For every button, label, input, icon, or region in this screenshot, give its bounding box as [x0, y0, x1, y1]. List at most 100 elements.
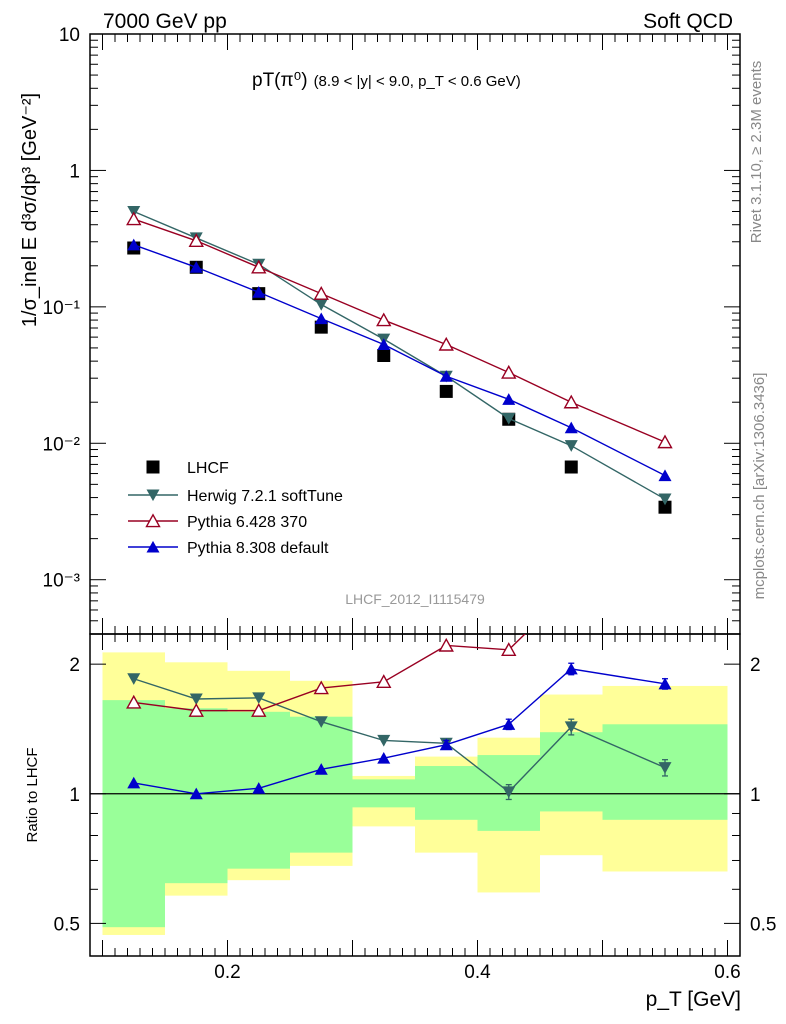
pythia8-ratio-point [377, 751, 391, 764]
main-series-layer [126, 205, 673, 514]
legend-marker-herwig [146, 489, 160, 502]
pythia8-point [564, 421, 578, 434]
pythia6-point [126, 211, 142, 226]
legend-label-lhcf: LHCF [187, 460, 229, 477]
ratio-uncertainty-bands [90, 652, 740, 935]
pythia8-ratio-point [564, 662, 578, 675]
lhcf-point [658, 500, 672, 514]
ratio-y-tick-label: 2 [69, 655, 80, 676]
ratio-y-tick-label-right: 0.5 [750, 914, 776, 935]
pythia8-point [502, 393, 516, 405]
ratio-y-axis: 0.5 0.5 1 1 2 2 [54, 655, 777, 935]
herwig-point [314, 299, 328, 311]
green-band-bin [102, 700, 165, 928]
pythia6-ratio-point [313, 680, 329, 695]
pythia8-point [439, 370, 453, 382]
pythia8-point [377, 338, 391, 350]
pythia6-ratio-point [126, 694, 142, 709]
plot-title-sub: (8.9 < |y| < 9.0, p_T < 0.6 GeV) [314, 73, 521, 90]
x-axis: 0.2 0.4 0.6 [102, 34, 741, 983]
pythia6-ratio-point [565, 583, 578, 595]
herwig-ratio-point [127, 673, 141, 685]
pythia6-ratio-point [438, 637, 454, 652]
pythia6-point [313, 286, 329, 300]
pythia6-point [501, 364, 517, 379]
legend-marker-pythia6 [145, 513, 161, 528]
pythia6-point [251, 259, 267, 274]
pythia8-line [133, 244, 666, 477]
ratio-y-tick-label-right: 2 [750, 655, 761, 676]
y-tick-label: 10⁻³ [43, 571, 81, 592]
herwig-ratio-point [564, 721, 578, 734]
pythia6-point [438, 336, 454, 351]
main-y-axis-label: 1/σ_inel E d³σ/dp³ [GeV⁻²] [19, 93, 41, 327]
herwig-ratio-point [502, 786, 516, 799]
green-band-bin [290, 716, 353, 853]
herwig-ratio-point [377, 734, 391, 747]
x-tick-label: 0.2 [214, 962, 240, 983]
pythia6-ratio-point [251, 703, 267, 717]
legend-label-pythia8: Pythia 8.308 default [187, 540, 329, 557]
y-tick-label: 1 [69, 161, 80, 182]
lhcf-point [564, 460, 578, 474]
herwig-ratio-point [658, 762, 672, 774]
plot-title: pT(π⁰) (8.9 < |y| < 9.0, p_T < 0.6 GeV) [252, 70, 521, 91]
pythia6-point [657, 434, 673, 449]
herwig-line [133, 210, 666, 500]
plot-title-main: pT(π⁰) [252, 70, 308, 91]
x-axis-label: p_T [GeV] [646, 988, 741, 1011]
header-energy-label: 7000 GeV pp [103, 10, 227, 33]
legend-marker-pythia8 [146, 540, 160, 553]
pythia8-ratio-point [252, 782, 266, 794]
ratio-y-tick-label: 0.5 [54, 914, 80, 935]
pythia8-ratio-point [658, 677, 672, 690]
pythia8-ratio-point [189, 787, 203, 800]
herwig-ratio-point [189, 693, 203, 706]
herwig-point [564, 440, 578, 452]
pythia8-ratio-point [439, 738, 453, 751]
pythia6-ratio-point [188, 703, 204, 717]
pythia6-line [133, 218, 666, 443]
lhcf-point [439, 384, 453, 398]
pythia6-ratio-point [659, 582, 672, 594]
ratio-y-axis-label: Ratio to LHCF [24, 747, 41, 842]
herwig-point [658, 493, 672, 506]
ratio-y-tick-label-right: 1 [750, 785, 761, 806]
pythia8-point [127, 238, 141, 251]
pythia8-point [314, 312, 328, 325]
pythia8-ratio-point [502, 718, 516, 730]
pythia8-point [252, 286, 266, 298]
legend-label-herwig: Herwig 7.2.1 softTune [187, 488, 343, 505]
legend-label-pythia6: Pythia 6.428 370 [187, 514, 307, 531]
green-band-bin [540, 732, 603, 812]
green-band-bin [415, 766, 478, 820]
header-category-label: Soft QCD [643, 10, 733, 33]
herwig-ratio-point [252, 692, 266, 705]
rivet-version-label: Rivet 3.1.10, ≥ 2.3M events [748, 61, 765, 244]
analysis-watermark: LHCF_2012_I1115479 [345, 591, 485, 607]
ratio-series-layer [126, 582, 672, 801]
pythia6-point [563, 394, 579, 409]
herwig-ratio-point [314, 716, 328, 728]
pythia8-ratio-point [314, 763, 328, 775]
y-tick-label: 10⁻² [43, 434, 81, 455]
main-y-axis: 10 1 10⁻¹ 10⁻² 10⁻³ [43, 25, 740, 635]
pythia8-point [658, 469, 672, 482]
pythia8-ratio-point [127, 776, 141, 789]
legend: LHCF Herwig 7.2.1 softTune Pythia 6.428 37… [128, 460, 343, 557]
pythia8-point [189, 261, 203, 273]
y-tick-label: 10 [59, 25, 80, 46]
lhcf-point [377, 348, 391, 362]
pythia6-ratio-point [376, 674, 392, 689]
y-tick-label: 10⁻¹ [43, 298, 81, 319]
mcplots-url-label: mcplots.cern.ch [arXiv:1306.3436] [751, 373, 768, 600]
x-tick-label: 0.4 [464, 962, 491, 983]
pythia6-point [376, 312, 392, 327]
pythia6-point [188, 233, 204, 248]
pythia6-ratio-point [501, 642, 517, 656]
legend-marker-lhcf [146, 460, 160, 474]
ratio-y-tick-label: 1 [69, 785, 80, 806]
x-tick-label: 0.6 [714, 962, 740, 983]
herwig-point [502, 412, 516, 425]
